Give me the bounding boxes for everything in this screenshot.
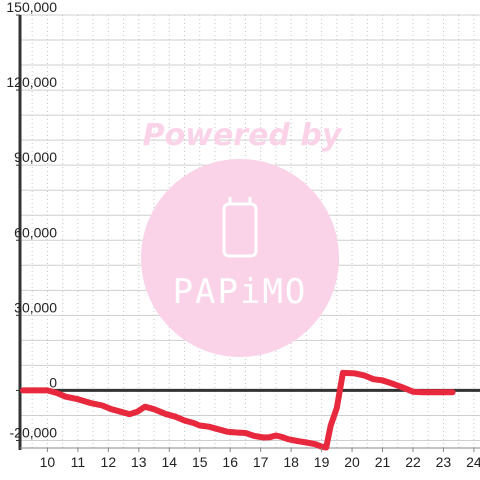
y-tick-label: 120,000 xyxy=(6,74,57,90)
watermark-logo-circle xyxy=(141,159,339,357)
watermark-brand: PAPiMO xyxy=(173,272,308,312)
series-line xyxy=(20,369,456,451)
y-tick-label: 150,000 xyxy=(6,0,57,15)
watermark: Powered by PAPiMO xyxy=(141,118,343,357)
x-tick-label: 22 xyxy=(405,454,421,470)
x-tick-label: 14 xyxy=(161,454,177,470)
phone-icon xyxy=(222,197,258,258)
watermark-powered-by: Powered by xyxy=(143,118,343,153)
x-tick-label: 12 xyxy=(101,454,117,470)
x-tick-label: 18 xyxy=(283,454,299,470)
x-tick-label: 16 xyxy=(222,454,238,470)
tick-labels: -20,000 0 30,000 60,000 90,000 120,000 150,000… xyxy=(6,0,480,470)
x-tick-label: 20 xyxy=(344,454,360,470)
x-tick-label: 10 xyxy=(40,454,56,470)
series-layer xyxy=(20,369,456,451)
x-tick-label: 17 xyxy=(253,454,269,470)
x-tick-label: 11 xyxy=(71,454,86,470)
y-tick-label: 90,000 xyxy=(14,149,57,165)
x-tick-label: 13 xyxy=(131,454,147,470)
y-tick-label: -20,000 xyxy=(10,424,58,440)
y-tick-label: 30,000 xyxy=(14,299,57,315)
x-tick-label: 23 xyxy=(436,454,452,470)
x-tick-label: 19 xyxy=(314,454,330,470)
y-tick-label: 0 xyxy=(49,374,57,390)
x-tick-label: 24 xyxy=(466,454,480,470)
x-tick-label: 21 xyxy=(375,454,391,470)
x-tick-label: 15 xyxy=(192,454,208,470)
y-tick-label: 60,000 xyxy=(14,224,57,240)
